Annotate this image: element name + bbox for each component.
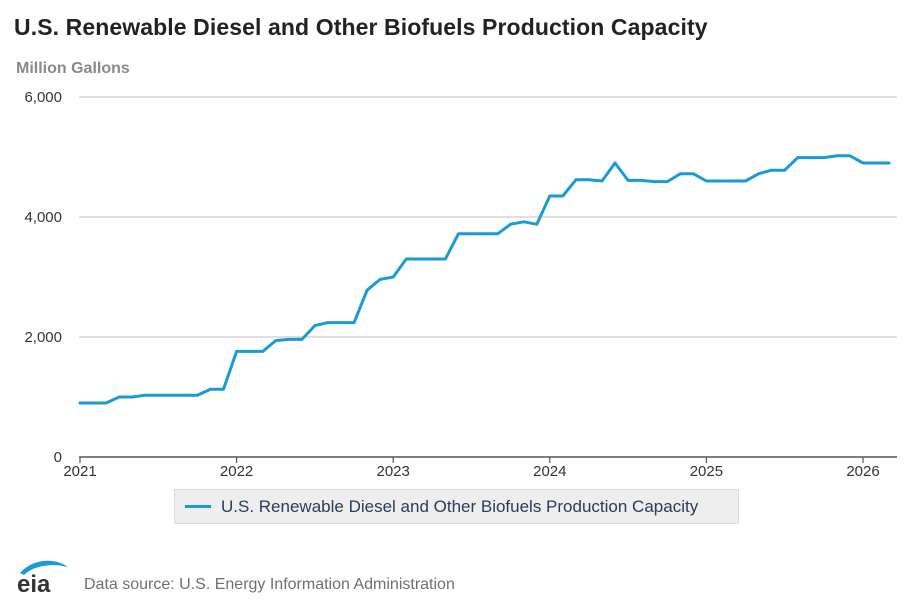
data-point xyxy=(874,161,878,165)
data-point xyxy=(809,156,813,160)
data-point xyxy=(457,232,460,236)
x-tick-label: 2021 xyxy=(63,463,96,480)
data-point xyxy=(483,232,486,236)
data-point xyxy=(574,178,578,182)
data-point xyxy=(143,393,147,397)
y-tick-label: 6,000 xyxy=(24,89,62,106)
data-point xyxy=(404,257,408,261)
y-tick-label: 2,000 xyxy=(24,329,62,346)
data-point xyxy=(822,156,826,160)
data-point xyxy=(430,257,434,261)
chart-title: U.S. Renewable Diesel and Other Biofuels… xyxy=(14,14,708,40)
eia-logo-swoosh xyxy=(20,560,68,575)
data-point xyxy=(170,393,173,397)
data-point xyxy=(535,222,539,226)
data-point xyxy=(796,156,800,160)
legend-swatch xyxy=(185,505,211,508)
data-point xyxy=(235,350,239,353)
eia-logo-text: eia xyxy=(17,571,51,596)
data-point xyxy=(287,338,291,341)
data-source-note: Data source: U.S. Energy Information Adm… xyxy=(84,576,455,593)
x-tick-label: 2024 xyxy=(533,463,566,480)
line-chart: 0 2,000 4,000 6,000 2021 2022 2023 2024 2025 2026 xyxy=(24,89,897,480)
legend-series-label: U.S. Renewable Diesel and Other Biofuels… xyxy=(221,496,699,516)
data-point xyxy=(887,161,891,165)
gridlines xyxy=(79,96,897,338)
data-point xyxy=(248,350,252,353)
data-point xyxy=(861,161,865,165)
data-point xyxy=(835,154,839,158)
data-point xyxy=(209,387,212,391)
data-point xyxy=(744,179,747,183)
y-axis-unit-label: Million Gallons xyxy=(16,60,130,77)
data-point xyxy=(718,179,721,183)
data-point xyxy=(731,179,734,183)
x-tick-label: 2025 xyxy=(690,463,723,480)
data-point xyxy=(91,401,95,405)
data-point xyxy=(587,178,591,182)
eia-logo: eia xyxy=(17,560,68,596)
series-layer xyxy=(78,154,891,405)
data-point xyxy=(130,395,134,399)
data-point xyxy=(365,288,369,292)
data-point xyxy=(509,222,513,226)
data-point xyxy=(522,220,526,224)
data-point xyxy=(196,393,199,397)
data-point xyxy=(561,194,565,198)
data-point xyxy=(313,324,317,327)
data-point xyxy=(783,168,787,172)
data-point xyxy=(378,278,382,281)
data-point xyxy=(652,180,656,184)
data-point xyxy=(848,154,852,158)
data-point xyxy=(104,401,108,405)
data-point xyxy=(183,393,186,397)
data-point xyxy=(222,387,225,391)
data-point xyxy=(300,338,304,341)
data-point xyxy=(613,161,617,165)
data-point xyxy=(274,339,278,342)
data-point xyxy=(496,232,499,236)
data-point xyxy=(261,350,265,353)
data-point xyxy=(117,395,121,399)
legend[interactable]: U.S. Renewable Diesel and Other Biofuels… xyxy=(174,489,739,524)
data-point xyxy=(391,275,395,279)
data-point xyxy=(757,172,760,176)
series-line xyxy=(78,154,891,405)
data-point xyxy=(548,194,552,198)
data-point xyxy=(326,321,330,324)
data-point xyxy=(339,321,343,324)
x-tick-label: 2022 xyxy=(220,463,253,480)
data-point xyxy=(626,179,630,182)
data-point xyxy=(639,179,643,182)
data-point xyxy=(770,168,773,172)
data-point xyxy=(692,172,695,176)
y-tick-label: 4,000 xyxy=(24,209,62,226)
y-tick-label: 0 xyxy=(54,449,62,466)
x-tick-label: 2026 xyxy=(846,463,879,480)
axes: 0 2,000 4,000 6,000 2021 2022 2023 2024 2025 2026 xyxy=(24,89,897,480)
data-point xyxy=(78,401,82,405)
data-point xyxy=(417,257,421,261)
data-point xyxy=(444,257,447,261)
data-point xyxy=(600,179,604,183)
data-point xyxy=(678,172,682,176)
data-point xyxy=(156,393,160,397)
x-tick-label: 2023 xyxy=(377,463,410,480)
data-point xyxy=(470,232,473,236)
data-point xyxy=(665,180,669,184)
data-point xyxy=(352,321,356,324)
data-point xyxy=(705,179,708,183)
